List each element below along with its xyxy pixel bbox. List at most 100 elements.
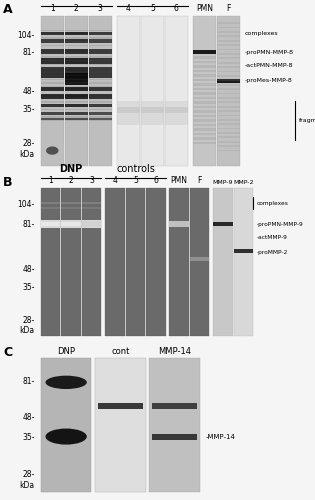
Text: 48-: 48- <box>22 87 35 96</box>
Bar <box>41 86 64 88</box>
Bar <box>165 16 188 166</box>
Bar <box>65 52 88 54</box>
Bar <box>89 82 112 84</box>
Bar <box>213 188 233 336</box>
Ellipse shape <box>45 376 87 389</box>
Bar <box>193 84 216 86</box>
Bar <box>41 75 64 76</box>
Bar <box>89 112 112 114</box>
Bar <box>41 50 64 54</box>
Bar <box>141 110 164 112</box>
Bar <box>65 94 88 99</box>
Bar <box>41 116 64 117</box>
Bar <box>65 78 88 80</box>
Bar <box>117 122 140 124</box>
Bar <box>217 22 240 24</box>
Bar <box>89 58 112 64</box>
Text: F: F <box>198 176 202 185</box>
Bar <box>117 16 140 166</box>
Bar <box>41 87 64 91</box>
Bar <box>89 16 112 166</box>
Bar <box>41 202 60 204</box>
Bar <box>217 92 240 94</box>
Bar <box>165 107 188 113</box>
Bar <box>165 122 188 124</box>
Bar <box>89 94 112 99</box>
Text: 4: 4 <box>126 4 131 13</box>
Bar <box>41 94 64 95</box>
Bar <box>217 16 240 166</box>
Bar <box>65 94 88 95</box>
Text: -proPMN-MMP-9: -proPMN-MMP-9 <box>257 222 304 226</box>
Bar <box>141 107 164 113</box>
Text: cont: cont <box>111 347 129 356</box>
Bar <box>217 150 240 152</box>
Bar <box>65 45 88 46</box>
Bar <box>89 98 112 99</box>
Bar <box>41 39 64 43</box>
Bar <box>65 108 88 110</box>
Bar <box>190 188 209 336</box>
Bar <box>141 122 164 124</box>
Text: PMN: PMN <box>171 176 188 185</box>
Bar <box>217 114 240 116</box>
Bar <box>89 50 112 54</box>
Text: 5: 5 <box>133 176 138 185</box>
Bar <box>165 114 188 116</box>
Text: 35-: 35- <box>22 105 35 114</box>
Bar <box>41 38 64 39</box>
Bar <box>65 56 88 58</box>
Bar <box>217 79 240 82</box>
Bar <box>89 32 112 36</box>
Bar <box>141 116 164 118</box>
Bar <box>41 94 64 99</box>
Bar <box>82 206 101 209</box>
Text: -proPMN-MMP-8: -proPMN-MMP-8 <box>245 50 294 55</box>
Text: 28-
kDa: 28- kDa <box>20 470 35 490</box>
Bar <box>217 75 240 76</box>
Bar <box>193 124 216 126</box>
Bar <box>65 72 88 85</box>
Bar <box>193 50 216 54</box>
Text: MMP-2: MMP-2 <box>233 180 254 185</box>
Bar <box>165 108 188 110</box>
Bar <box>65 68 88 69</box>
Bar <box>65 120 88 122</box>
Bar <box>41 112 64 114</box>
Bar <box>126 188 145 336</box>
Bar <box>141 114 164 116</box>
Bar <box>213 222 233 226</box>
Bar <box>117 114 140 116</box>
Text: 3: 3 <box>98 4 103 13</box>
Bar <box>217 88 240 90</box>
Bar <box>65 48 88 50</box>
Bar <box>65 34 88 35</box>
Bar <box>89 87 112 91</box>
Bar <box>117 116 140 118</box>
Bar <box>89 56 112 58</box>
Text: F: F <box>226 4 231 13</box>
Text: 35-: 35- <box>22 432 35 442</box>
Bar <box>89 71 112 72</box>
Bar <box>193 138 216 140</box>
Bar <box>95 358 146 492</box>
Bar <box>234 249 253 252</box>
Bar <box>165 116 188 118</box>
Bar <box>217 44 240 46</box>
Bar <box>169 221 189 227</box>
Bar <box>89 34 112 35</box>
Text: 6: 6 <box>153 176 158 185</box>
Bar <box>217 119 240 120</box>
Bar <box>41 120 64 122</box>
Bar <box>117 108 140 110</box>
Text: A: A <box>3 4 13 16</box>
Bar <box>41 68 64 78</box>
Bar <box>89 39 112 43</box>
Bar <box>41 60 64 62</box>
Text: DNP: DNP <box>60 164 83 174</box>
Bar <box>82 221 101 227</box>
Bar <box>65 98 88 99</box>
Bar <box>65 58 88 64</box>
Bar <box>217 26 240 28</box>
Text: 4: 4 <box>112 176 117 185</box>
